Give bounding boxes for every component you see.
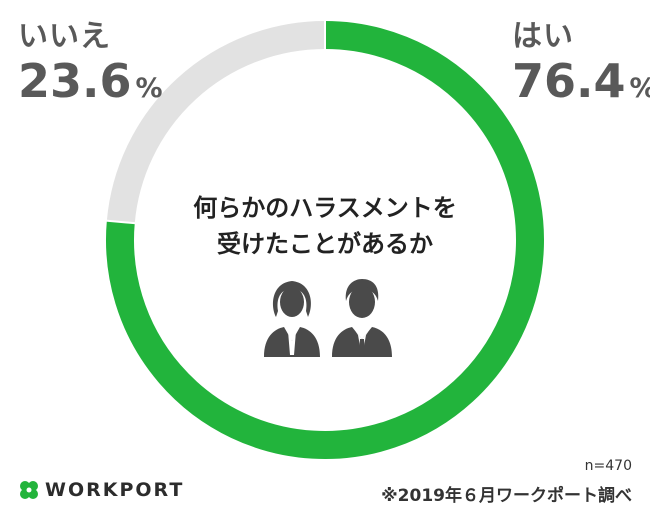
- donut-slices: [105, 20, 544, 459]
- slice-yes: [106, 21, 544, 459]
- workport-logo: WORKPORT: [18, 479, 184, 501]
- people-illustration: [264, 279, 392, 357]
- chart-title-line-1: 何らかのハラスメントを: [193, 194, 457, 222]
- value-number-yes: 76.4: [512, 54, 626, 108]
- clover-logo-icon: [20, 481, 38, 499]
- man-user-icon: [332, 279, 392, 357]
- logo-text: WORKPORT: [45, 479, 185, 501]
- value-unit-yes: %: [630, 73, 650, 104]
- value-label-no: 23.6%: [18, 58, 163, 104]
- chart-title-line-2: 受けたことがあるか: [217, 230, 433, 258]
- slice-separator-1: [105, 219, 136, 225]
- sample-size: n=470: [584, 458, 632, 474]
- value-unit-no: %: [135, 73, 163, 104]
- legend-no: いいえ 23.6%: [18, 19, 163, 105]
- legend-yes: はい 76.4%: [512, 19, 650, 105]
- chart-title: 何らかのハラスメントを 受けたことがあるか: [150, 190, 500, 262]
- slice-no: [106, 21, 326, 224]
- value-label-yes: 76.4%: [512, 58, 650, 104]
- source-note: ※2019年６月ワークポート調べ: [381, 486, 632, 506]
- woman-user-icon: [264, 281, 320, 357]
- category-label-yes: はい: [512, 19, 574, 54]
- category-label-no: いいえ: [18, 19, 111, 54]
- value-number-no: 23.6: [18, 54, 132, 108]
